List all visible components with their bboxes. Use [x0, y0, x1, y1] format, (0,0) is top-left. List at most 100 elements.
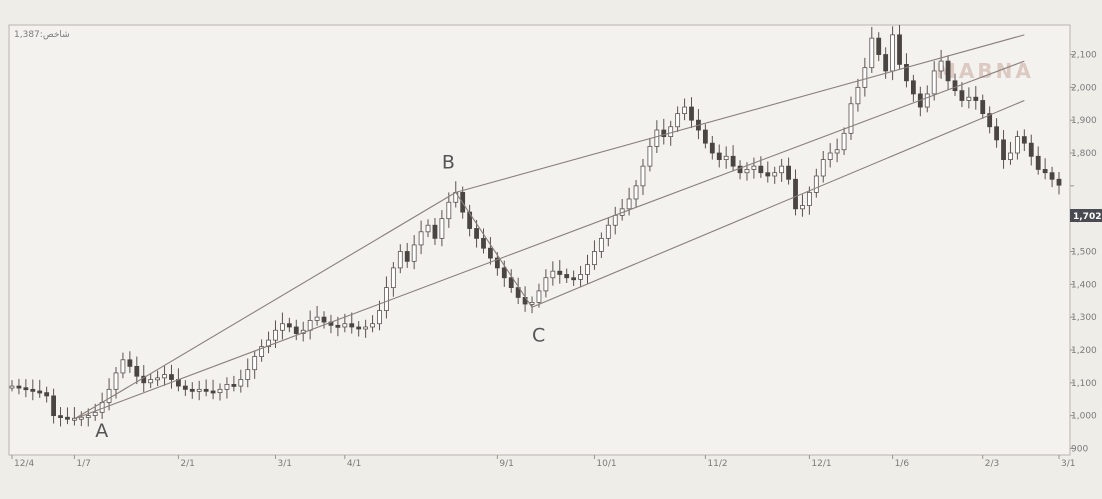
- candle-body: [488, 247, 493, 259]
- candle-body: [543, 277, 549, 292]
- candle-body: [474, 228, 479, 239]
- candle-body: [127, 359, 133, 367]
- candle-body: [72, 417, 77, 421]
- y-tick-label: 2,100: [1071, 51, 1097, 61]
- candle-body: [425, 224, 431, 233]
- candle-body: [883, 54, 889, 72]
- x-tick-label: 3/1: [1061, 459, 1075, 469]
- x-axis-ticks: 12/4 1/7 2/1 3/1 4/1 9/1 10/1 11/2 12/1 1/6 2/3 3/1: [11, 455, 1075, 469]
- y-tick-label: 900: [1071, 444, 1088, 454]
- candle-body: [210, 390, 216, 394]
- candle-body: [550, 270, 556, 279]
- y-tick-label: 1,000: [1071, 412, 1097, 422]
- candle-body: [585, 264, 590, 275]
- candle-body: [1042, 169, 1048, 174]
- candle-body: [1028, 142, 1034, 157]
- candle-body: [148, 379, 154, 384]
- candle-body: [800, 205, 805, 210]
- x-tick-label: 1/7: [76, 459, 90, 469]
- trendline-upper-channel: [455, 34, 1025, 193]
- candle-body: [16, 385, 22, 389]
- candle-body: [390, 267, 396, 288]
- candle-body: [515, 287, 521, 298]
- candle-body: [30, 388, 36, 392]
- candle-body: [293, 326, 299, 334]
- candle-body: [557, 270, 563, 275]
- wave-points-group: A B C: [95, 151, 545, 441]
- y-tick-label: 1,300: [1071, 313, 1097, 323]
- trendline-middle-line: [74, 60, 1025, 420]
- candle-body: [1049, 172, 1055, 180]
- candle-body: [280, 323, 285, 331]
- candle-body: [189, 388, 195, 392]
- candle-body: [897, 34, 902, 65]
- candle-body: [397, 251, 403, 269]
- candle-body: [744, 169, 750, 174]
- candle-body: [806, 192, 812, 206]
- x-tick-label: 1/6: [895, 459, 910, 469]
- candle-body: [58, 415, 63, 419]
- candle-body: [924, 93, 930, 108]
- candle-body: [335, 324, 341, 328]
- candle-body: [876, 37, 882, 55]
- x-tick-label: 10/1: [596, 459, 616, 469]
- y-tick-label: 2,000: [1071, 83, 1097, 93]
- candle-body: [626, 198, 632, 210]
- candle-body: [675, 113, 681, 128]
- candle-body: [820, 159, 826, 177]
- candle-body: [286, 323, 292, 328]
- candle-body: [356, 326, 362, 330]
- candle-body: [592, 251, 597, 266]
- candle-body: [1035, 155, 1041, 170]
- candle-body: [134, 365, 140, 377]
- candle-body: [709, 142, 715, 154]
- candle-body: [869, 37, 875, 69]
- candle-body: [1008, 152, 1013, 160]
- candle-body: [723, 155, 729, 160]
- candle-body: [224, 384, 230, 390]
- candle-body: [772, 172, 778, 177]
- x-tick-label: 2/1: [180, 459, 194, 469]
- candle-body: [1001, 139, 1006, 160]
- wave-point-B: B: [442, 151, 455, 173]
- candle-body: [647, 146, 653, 167]
- x-tick-label: 12/1: [811, 459, 831, 469]
- candle-body: [571, 277, 577, 281]
- candle-body: [605, 224, 611, 239]
- last-price-label: 1,702: [1073, 212, 1101, 222]
- candle-body: [182, 385, 188, 390]
- candle-body: [494, 257, 500, 269]
- candle-body: [1056, 178, 1062, 186]
- candle-body: [23, 387, 29, 391]
- candle-body: [508, 277, 514, 288]
- candle-body: [411, 244, 417, 262]
- candle-body: [314, 316, 320, 321]
- candle-body: [689, 106, 694, 121]
- x-tick-label: 12/4: [14, 459, 34, 469]
- candle-body: [439, 218, 445, 239]
- candle-body: [834, 149, 840, 154]
- candle-body: [481, 237, 486, 249]
- candle-body: [349, 323, 355, 328]
- y-tick-label: 1,200: [1071, 346, 1097, 356]
- candle-body: [716, 152, 722, 160]
- candle-body: [578, 274, 583, 280]
- candle-body: [9, 385, 15, 389]
- candle-body: [169, 374, 174, 380]
- candle-body: [910, 80, 916, 95]
- candle-body: [162, 374, 167, 379]
- candle-body: [598, 237, 604, 252]
- candle-body: [529, 301, 535, 305]
- y-tick-label: 1,800: [1071, 149, 1097, 159]
- candle-body: [640, 165, 646, 187]
- candle-body: [51, 395, 57, 417]
- x-tick-label: 2/3: [985, 459, 999, 469]
- trendline-B-C: [455, 192, 533, 308]
- candle-body: [952, 80, 958, 92]
- candle-body: [217, 388, 223, 394]
- y-tick-label: 1,500: [1071, 247, 1097, 257]
- candle-body: [855, 86, 861, 105]
- wave-point-C: C: [532, 324, 545, 346]
- candle-body: [273, 329, 278, 341]
